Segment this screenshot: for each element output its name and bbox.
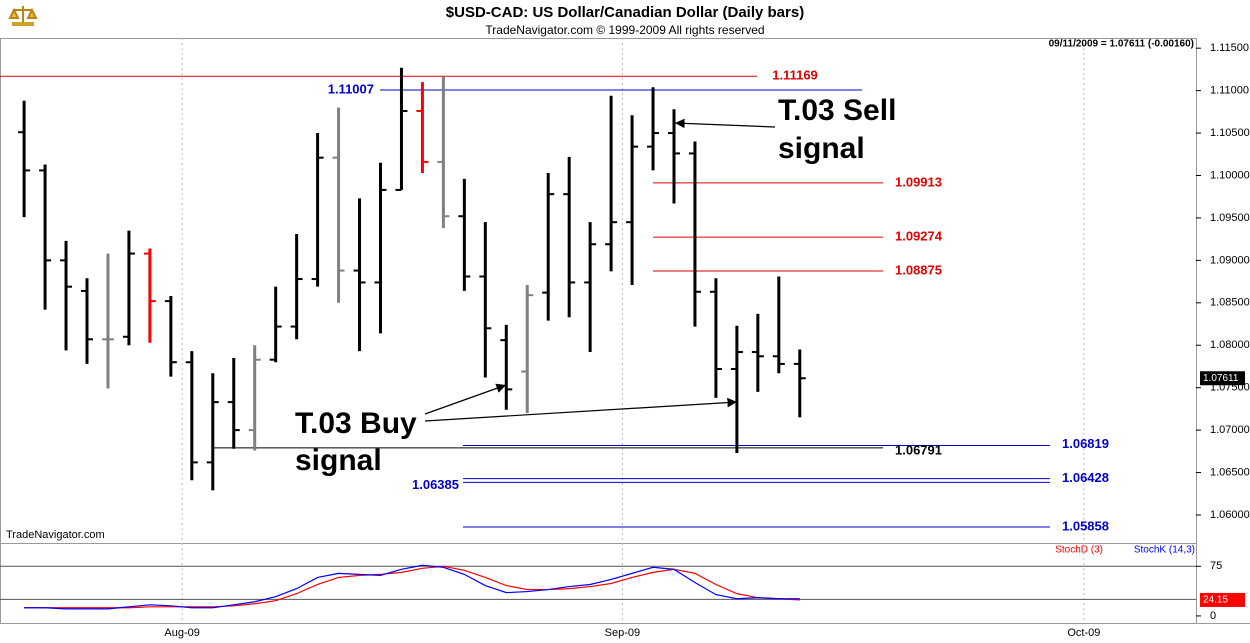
arrow	[674, 118, 776, 129]
ohlc-bar	[437, 76, 450, 229]
ohlc-bar	[416, 82, 429, 173]
y-tick-label: 1.09000	[1210, 254, 1250, 266]
ohlc-bar	[751, 313, 764, 392]
ohlc-bar	[164, 296, 177, 377]
chart-subtitle: TradeNavigator.com © 1999-2009 All right…	[485, 23, 764, 37]
level-label: 1.09913	[895, 174, 942, 189]
ohlc-bar	[206, 373, 219, 491]
last-price-label: 1.07611	[1203, 373, 1239, 384]
arrow	[424, 397, 738, 422]
ohlc-bar	[563, 156, 576, 318]
ohlc-bar	[269, 286, 282, 363]
annotation-text: T.03 Sell	[778, 94, 896, 127]
ohlc-bar	[793, 349, 806, 418]
level-label: 1.05858	[1062, 518, 1109, 533]
y-tick-label: 1.08500	[1210, 297, 1250, 309]
ohlc-bar	[374, 162, 387, 334]
ohlc-bar	[458, 178, 471, 291]
ohlc-bar	[332, 107, 345, 303]
level-label: 1.11007	[328, 81, 374, 96]
ohlc-bar	[395, 67, 408, 191]
y-tick-label: 1.06000	[1210, 509, 1250, 521]
legend-entry: StochD (3)	[1055, 545, 1103, 556]
stoch-line	[24, 564, 800, 610]
ohlc-bar	[500, 324, 513, 410]
ohlc-bar	[143, 248, 156, 343]
ohlc-bar	[122, 230, 135, 346]
ohlc-bar	[185, 351, 198, 481]
y-tick-label: 1.10000	[1210, 169, 1250, 181]
y-tick-label: 1.11000	[1210, 85, 1249, 97]
y-tick-label: 1.06500	[1210, 466, 1250, 478]
ohlc-bar	[81, 278, 94, 364]
annotation-text: signal	[778, 132, 865, 165]
legend-entry: StochK (14,3)	[1134, 545, 1195, 556]
ohlc-bar	[584, 222, 597, 353]
ohlc-bar	[101, 253, 114, 389]
ohlc-bar	[521, 284, 534, 414]
y-tick-label: 1.09500	[1210, 212, 1250, 224]
watermark: TradeNavigator.com	[6, 529, 105, 541]
ohlc-bar	[39, 164, 52, 310]
ohlc-bar	[60, 240, 73, 351]
chart-title: $USD-CAD: US Dollar/Canadian Dollar (Dai…	[446, 4, 804, 21]
y-tick-label: 1.08000	[1210, 339, 1250, 351]
ohlc-bar	[248, 345, 261, 451]
ohlc-bar	[542, 172, 555, 321]
ohlc-bar	[605, 95, 618, 272]
y-tick-label: 1.11500	[1210, 42, 1249, 54]
x-tick-label: Oct-09	[1067, 627, 1100, 639]
level-label: 1.06791	[895, 442, 942, 457]
y-tick-label: 75	[1210, 560, 1222, 572]
last-value-label: 24.15	[1203, 595, 1228, 606]
sell-annotation: T.03 Sell signal	[674, 94, 896, 165]
ohlc-bar	[688, 141, 701, 327]
ohlc-bar	[772, 276, 785, 374]
arrow	[424, 383, 507, 415]
ohlc-bar	[290, 234, 303, 340]
y-tick-label: 1.10500	[1210, 127, 1250, 139]
ohlc-bar	[479, 222, 492, 378]
ohlc-bar	[667, 109, 680, 204]
level-label: 1.08875	[895, 262, 942, 277]
ohlc-bar	[709, 278, 722, 398]
ohlc-bar	[353, 198, 366, 352]
x-tick-label: Aug-09	[164, 627, 199, 639]
y-tick-label: 1.07000	[1210, 424, 1250, 436]
last-bar-info: 09/11/2009 = 1.07611 (-0.00160)	[1049, 39, 1194, 50]
buy-annotation: T.03 Buy signal	[295, 383, 738, 477]
level-label: 1.06385	[412, 477, 459, 492]
ohlc-bar	[730, 325, 743, 454]
ohlc-bar	[227, 357, 240, 449]
last-price-tag	[1200, 371, 1245, 386]
stoch-line	[24, 565, 800, 609]
annotation-text: T.03 Buy	[295, 407, 417, 440]
ohlc-bar	[626, 115, 639, 285]
y-tick-label: 0	[1210, 610, 1216, 622]
annotation-text: signal	[295, 444, 382, 477]
ohlc-bar	[18, 100, 31, 218]
logo	[8, 6, 38, 26]
ohlc-bar	[311, 133, 324, 287]
x-tick-label: Sep-09	[605, 627, 640, 639]
level-label: 1.06428	[1062, 470, 1109, 485]
level-label: 1.06819	[1062, 436, 1109, 451]
last-value-tag	[1200, 592, 1245, 607]
level-label: 1.09274	[895, 229, 943, 244]
level-label: 1.11169	[772, 68, 818, 83]
ohlc-bar	[647, 87, 660, 171]
